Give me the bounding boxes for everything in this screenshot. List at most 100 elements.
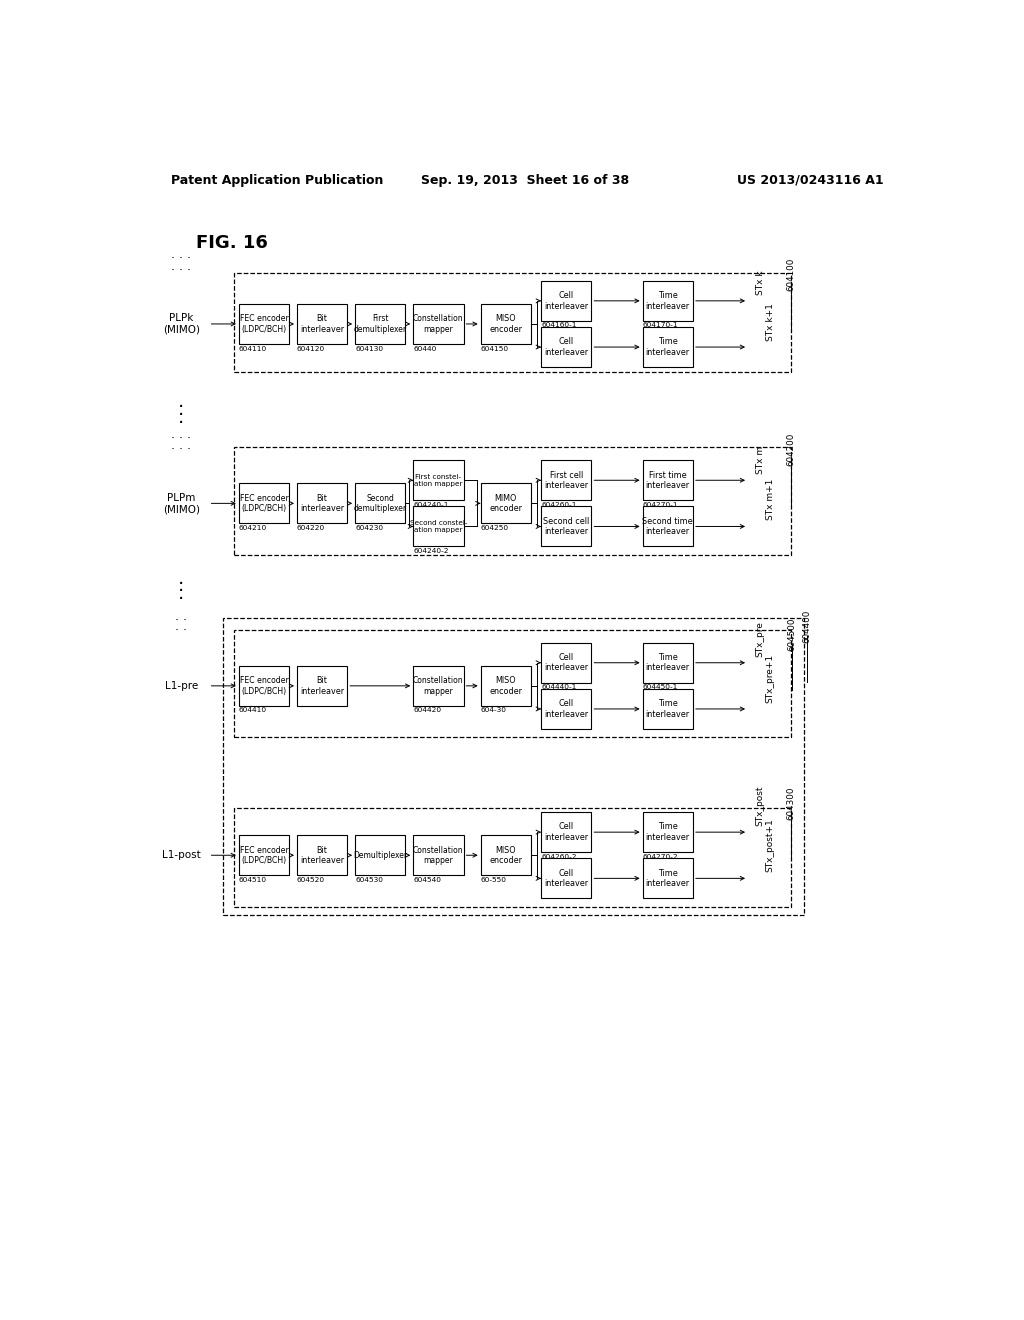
Text: 604240-1: 604240-1 [414,502,449,508]
Bar [643,812,693,853]
Text: First cell
interleaver: First cell interleaver [544,470,589,490]
Text: PLPm
(MIMO): PLPm (MIMO) [163,492,200,515]
Bar [414,507,464,546]
Bar [239,836,289,875]
Bar [643,858,693,899]
Text: MISO
encoder: MISO encoder [489,314,522,334]
Text: 604170-1: 604170-1 [643,322,678,329]
Bar [643,507,693,546]
Bar [541,507,592,546]
Text: FEC encoder
(LDPC/BCH): FEC encoder (LDPC/BCH) [240,494,289,513]
Bar [234,273,791,372]
Text: First
demultiplexer: First demultiplexer [353,314,407,334]
Text: 604400: 604400 [803,610,811,643]
Text: Second cell
interleaver: Second cell interleaver [543,516,590,536]
Text: 604300: 604300 [786,787,795,821]
Bar [643,327,693,367]
Bar [414,836,464,875]
Bar [355,483,406,524]
Bar [414,304,464,345]
Bar [414,665,464,706]
Bar [541,812,592,853]
Text: 604530: 604530 [355,876,383,883]
Text: Cell
interleaver: Cell interleaver [544,869,589,888]
Text: Time
interleaver: Time interleaver [646,653,690,672]
Text: 604270-2: 604270-2 [643,854,678,859]
Text: First constel-
ation mapper: First constel- ation mapper [414,474,463,487]
Text: Second time
interleaver: Second time interleaver [642,516,693,536]
Text: Cell
interleaver: Cell interleaver [544,700,589,718]
Text: . . .: . . . [171,248,190,261]
Text: Bit
interleaver: Bit interleaver [300,846,344,865]
Text: Cell
interleaver: Cell interleaver [544,653,589,672]
Text: PLPk
(MIMO): PLPk (MIMO) [163,313,200,335]
Bar [239,665,289,706]
Bar [541,281,592,321]
Text: . .: . . [175,620,186,634]
Text: .: . [177,569,184,587]
Text: 604260-1: 604260-1 [541,502,577,508]
Text: 604160-1: 604160-1 [541,322,577,329]
Text: 60440: 60440 [414,346,436,351]
Text: 604260-2: 604260-2 [541,854,577,859]
Text: Time
interleaver: Time interleaver [646,292,690,310]
Bar [480,665,531,706]
Bar [234,630,791,738]
Text: 604520: 604520 [297,876,325,883]
Text: Second constel-
ation mapper: Second constel- ation mapper [410,520,467,533]
Text: 604120: 604120 [297,346,326,351]
Text: 604150: 604150 [480,346,509,351]
Text: Time
interleaver: Time interleaver [646,338,690,356]
Text: Time
interleaver: Time interleaver [646,822,690,842]
Text: . .: . . [175,610,186,623]
Bar [414,461,464,500]
Bar [643,643,693,682]
Bar [297,304,347,345]
Text: Time
interleaver: Time interleaver [646,700,690,718]
Text: 604510: 604510 [239,876,267,883]
Text: Constellation
mapper: Constellation mapper [413,676,464,696]
Text: Time
interleaver: Time interleaver [646,869,690,888]
Text: 604130: 604130 [355,346,383,351]
Text: 604440-1: 604440-1 [541,684,577,690]
Bar [222,618,804,915]
Text: Cell
interleaver: Cell interleaver [544,822,589,842]
Text: 604540: 604540 [414,876,441,883]
Text: 604450-1: 604450-1 [643,684,678,690]
Text: 604220: 604220 [297,525,326,531]
Text: STx k: STx k [756,271,765,294]
Text: 604500: 604500 [787,618,797,651]
Bar [239,304,289,345]
Text: Cell
interleaver: Cell interleaver [544,292,589,310]
Bar [234,447,791,554]
Text: 604200: 604200 [786,433,795,466]
Text: . . .: . . . [171,440,190,453]
Text: STx k+1: STx k+1 [766,304,775,341]
Bar [355,836,406,875]
Text: MIMO
encoder: MIMO encoder [489,494,522,513]
Text: .: . [177,577,184,595]
Text: FEC encoder
(LDPC/BCH): FEC encoder (LDPC/BCH) [240,676,289,696]
Bar [541,643,592,682]
Text: 604100: 604100 [786,257,795,290]
Text: 604410: 604410 [239,708,267,713]
Text: FEC encoder
(LDPC/BCH): FEC encoder (LDPC/BCH) [240,314,289,334]
Text: STx_pre: STx_pre [756,620,765,656]
Bar [643,461,693,500]
Text: L1-post: L1-post [162,850,201,861]
Text: .: . [177,400,184,418]
Text: Cell
interleaver: Cell interleaver [544,338,589,356]
Text: .: . [177,408,184,426]
Text: Constellation
mapper: Constellation mapper [413,846,464,865]
Text: 604210: 604210 [239,525,267,531]
Text: STx_pre+1: STx_pre+1 [766,653,775,702]
Text: MISO
encoder: MISO encoder [489,676,522,696]
Text: STx m+1: STx m+1 [766,479,775,520]
Text: STx m: STx m [756,446,765,474]
Text: 604250: 604250 [480,525,509,531]
Text: 604270-1: 604270-1 [643,502,678,508]
Bar [239,483,289,524]
Bar [541,327,592,367]
Bar [297,836,347,875]
Text: STx_post+1: STx_post+1 [766,818,775,873]
